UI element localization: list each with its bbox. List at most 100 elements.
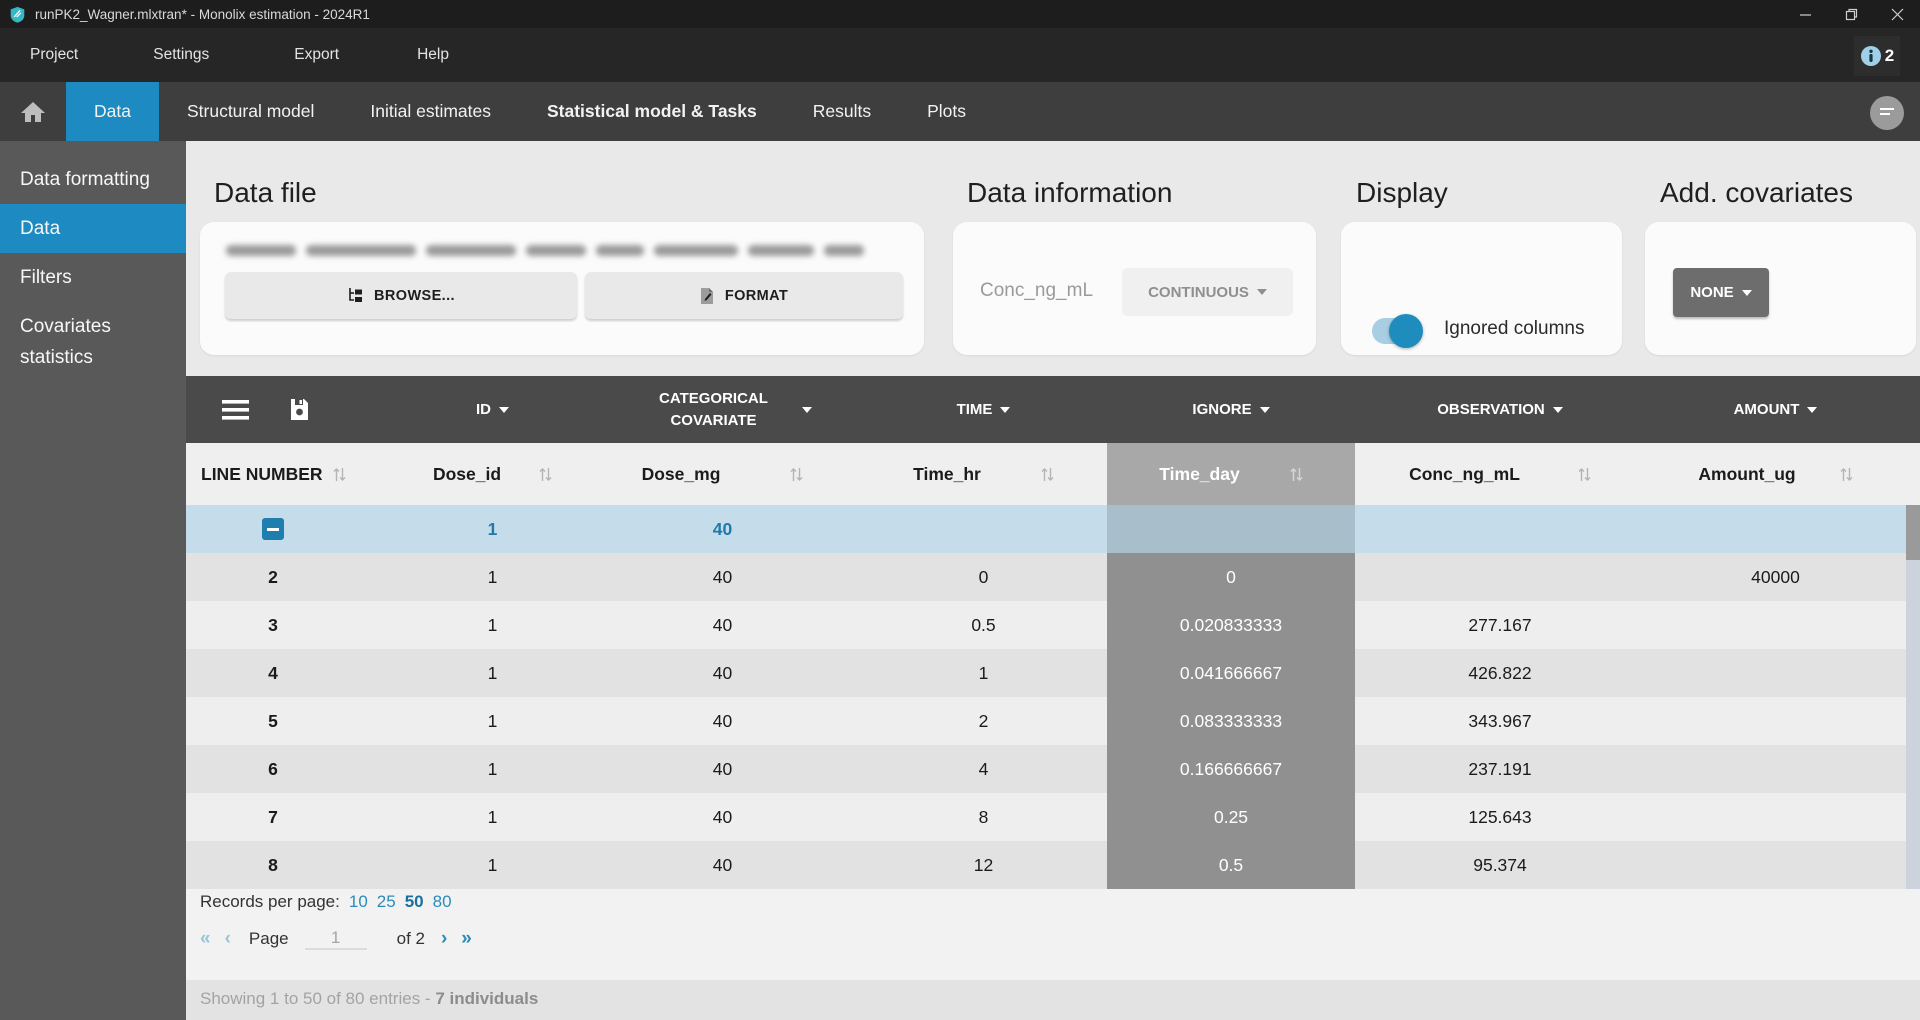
table-row[interactable]: 5 1 40 2 0.083333333 343.967 [186, 697, 1920, 745]
home-button[interactable] [0, 82, 66, 141]
info-icon [1860, 46, 1881, 66]
add-covariates-card: NONE [1645, 222, 1916, 355]
table-row[interactable]: 3 1 40 0.5 0.020833333 277.167 [186, 601, 1920, 649]
table-row[interactable]: 4 1 40 1 0.041666667 426.822 [186, 649, 1920, 697]
group-header-id[interactable]: ID [400, 376, 585, 443]
entries-summary: Showing 1 to 50 of 80 entries - 7 indivi… [200, 989, 539, 1008]
toggle-knob [1389, 314, 1423, 348]
data-file-heading: Data file [214, 177, 317, 208]
records-option-50[interactable]: 50 [404, 892, 424, 911]
group-header-categorical-covariate[interactable]: CATEGORICAL COVARIATE [585, 376, 860, 443]
chevron-down-icon [1807, 406, 1818, 413]
sidebar-item-data-formatting[interactable]: Data formatting [20, 169, 150, 190]
column-line-number[interactable]: LINE NUMBER [186, 443, 400, 505]
menu-settings[interactable]: Settings [153, 46, 210, 63]
chevron-down-icon [1552, 406, 1563, 413]
left-sidebar: Data formatting Data Filters Covariates … [0, 141, 186, 1020]
browse-button[interactable]: BROWSE... [225, 272, 577, 319]
records-option-10[interactable]: 10 [348, 892, 368, 911]
data-tab-content: Data file BROWSE... FO [186, 141, 1920, 1020]
records-per-page-label: Records per page: [200, 892, 340, 911]
format-document-icon [700, 287, 713, 304]
sidebar-item-filters[interactable]: Filters [20, 267, 72, 288]
sort-icon[interactable] [1290, 467, 1303, 482]
menu-help[interactable]: Help [417, 46, 449, 63]
home-icon [21, 101, 45, 122]
table-menu-icon[interactable] [222, 399, 249, 420]
display-card: Ignored columns [1341, 222, 1622, 355]
next-page-button[interactable]: › [440, 928, 448, 949]
table-row[interactable]: 2 1 40 0 0 40000 [186, 553, 1920, 601]
comment-lines-icon [1880, 108, 1894, 115]
notifications-badge[interactable]: 2 [1854, 36, 1900, 76]
sort-icon[interactable] [1840, 467, 1853, 482]
sidebar-item-data[interactable]: Data [0, 204, 186, 253]
main-tab-bar: Data Structural model Initial estimates … [0, 82, 1920, 141]
sort-icon[interactable] [790, 467, 803, 482]
browse-tree-icon [349, 288, 363, 302]
table-row[interactable]: 1 40 [186, 505, 1920, 553]
column-time-day-ignored[interactable]: Time_day [1107, 443, 1355, 505]
sort-icon[interactable] [333, 467, 346, 482]
group-header-observation[interactable]: OBSERVATION [1355, 376, 1645, 443]
observation-type-select[interactable]: CONTINUOUS [1122, 268, 1293, 316]
menu-export[interactable]: Export [294, 46, 340, 63]
collapse-individual-button[interactable] [262, 518, 284, 540]
format-button[interactable]: FORMAT [585, 272, 903, 319]
column-conc-ng-ml[interactable]: Conc_ng_mL [1355, 443, 1645, 505]
menu-project[interactable]: Project [30, 46, 79, 63]
tab-data[interactable]: Data [66, 82, 159, 141]
tab-statistical-model-tasks[interactable]: Statistical model & Tasks [547, 101, 757, 121]
add-covariates-select[interactable]: NONE [1673, 268, 1769, 317]
data-information-heading: Data information [967, 177, 1173, 208]
observation-name-field[interactable]: Conc_ng_mL [980, 280, 1094, 301]
tab-results[interactable]: Results [812, 101, 872, 121]
group-header-time[interactable]: TIME [860, 376, 1107, 443]
previous-page-button[interactable]: ‹ [224, 928, 231, 949]
sidebar-item-covariates-statistics[interactable]: Covariates statistics [20, 316, 111, 368]
ignored-columns-toggle[interactable] [1372, 314, 1423, 348]
display-heading: Display [1356, 177, 1448, 208]
sort-icon[interactable] [539, 467, 552, 482]
chevron-down-icon [499, 406, 509, 413]
file-path-redacted [226, 238, 868, 262]
table-row[interactable]: 8 1 40 12 0.5 95.374 [186, 841, 1920, 889]
feedback-button[interactable] [1870, 96, 1904, 130]
last-page-button[interactable]: » [461, 928, 472, 949]
records-option-25[interactable]: 25 [376, 892, 396, 911]
chevron-down-icon [1741, 289, 1752, 296]
save-icon[interactable] [291, 399, 308, 420]
page-count-label: of 2 [396, 929, 425, 948]
page-number-input[interactable] [304, 928, 367, 950]
close-button[interactable] [1874, 0, 1920, 28]
column-time-hr[interactable]: Time_hr [860, 443, 1107, 505]
group-header-ignore[interactable]: IGNORE [1107, 376, 1355, 443]
table-column-header: LINE NUMBER Dose_id Dose_mg Time_hr Time… [186, 443, 1920, 505]
chevron-down-icon [1259, 406, 1270, 413]
window-title: runPK2_Wagner.mlxtran* - Monolix estimat… [35, 6, 370, 22]
table-row[interactable]: 7 1 40 8 0.25 125.643 [186, 793, 1920, 841]
table-row[interactable]: 6 1 40 4 0.166666667 237.191 [186, 745, 1920, 793]
chevron-down-icon [801, 406, 812, 413]
table-scrollbar[interactable] [1906, 505, 1920, 889]
column-dose-id[interactable]: Dose_id [400, 443, 585, 505]
add-covariates-heading: Add. covariates [1660, 177, 1853, 208]
column-dose-mg[interactable]: Dose_mg [585, 443, 860, 505]
data-information-card: Conc_ng_mL CONTINUOUS [953, 222, 1316, 355]
data-file-card: BROWSE... FORMAT [200, 222, 924, 355]
tab-initial-estimates[interactable]: Initial estimates [370, 101, 491, 121]
records-option-80[interactable]: 80 [432, 892, 452, 911]
page-navigation: « ‹ Page of 2 › » [200, 928, 472, 950]
group-header-amount[interactable]: AMOUNT [1645, 376, 1906, 443]
minimize-button[interactable] [1782, 0, 1828, 28]
sort-icon[interactable] [1041, 467, 1054, 482]
tab-plots[interactable]: Plots [927, 101, 967, 121]
maximize-button[interactable] [1828, 0, 1874, 28]
sort-icon[interactable] [1578, 467, 1591, 482]
chevron-down-icon [1256, 289, 1267, 295]
column-amount-ug[interactable]: Amount_ug [1645, 443, 1906, 505]
first-page-button[interactable]: « [200, 928, 211, 949]
scrollbar-thumb[interactable] [1906, 505, 1920, 560]
tab-structural-model[interactable]: Structural model [186, 101, 315, 121]
